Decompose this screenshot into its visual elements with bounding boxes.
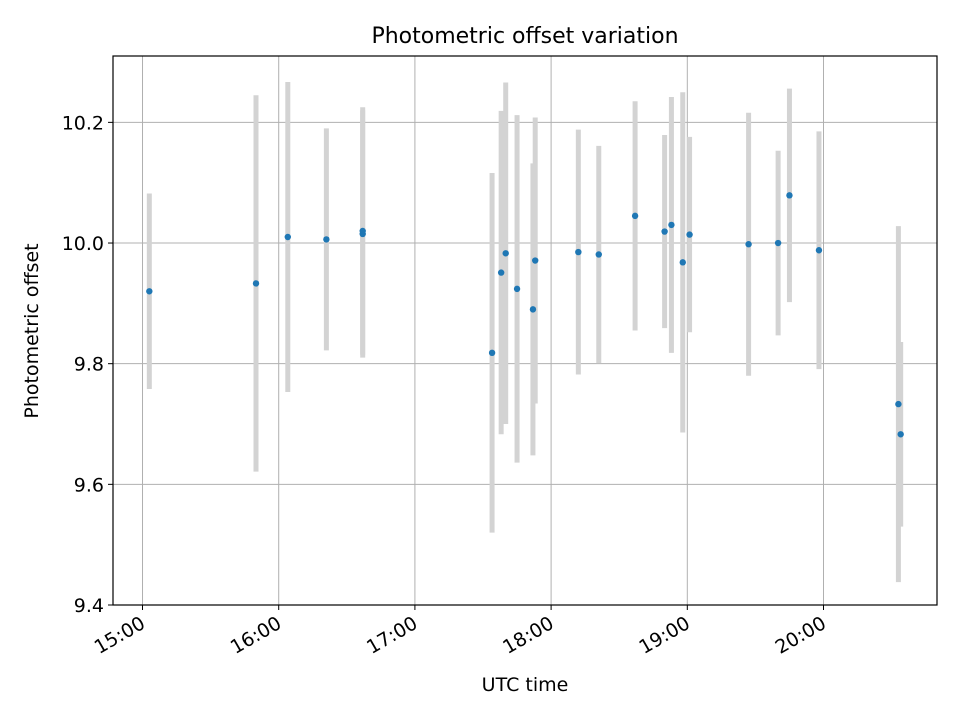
- data-point: [668, 221, 675, 229]
- y-tick-label: 9.4: [74, 595, 104, 617]
- data-point: [661, 228, 668, 235]
- data-point: [488, 349, 496, 357]
- data-point: [359, 227, 366, 235]
- x-tick-label: 19:00: [635, 612, 693, 658]
- x-axis-label: UTC time: [482, 674, 569, 696]
- data-point: [686, 231, 693, 238]
- x-tick-label: 17:00: [363, 612, 421, 658]
- grid-lines: [113, 56, 937, 606]
- data-point: [502, 250, 509, 257]
- data-point: [774, 239, 782, 247]
- data-point: [631, 212, 639, 220]
- y-tick-label: 10.2: [62, 112, 104, 134]
- y-axis-ticks: 9.4 9.6 9.8 10.0 10.2: [62, 112, 113, 617]
- data-point: [532, 257, 539, 264]
- x-tick-label: 16:00: [227, 612, 285, 658]
- data-point: [786, 192, 793, 199]
- data-point: [513, 285, 521, 293]
- data-point: [815, 247, 823, 254]
- data-point: [897, 431, 904, 438]
- data-point: [595, 251, 602, 258]
- data-point: [745, 241, 752, 248]
- data-point: [252, 280, 260, 287]
- x-tick-label: 20:00: [772, 612, 830, 658]
- data-point: [895, 400, 902, 408]
- y-tick-label: 10.0: [62, 233, 104, 255]
- data-point: [497, 269, 505, 276]
- data-point: [284, 233, 291, 241]
- x-tick-label: 15:00: [91, 612, 149, 658]
- data-point: [529, 306, 537, 313]
- y-tick-label: 9.6: [74, 474, 104, 496]
- x-axis-ticks: 15:00 16:00 17:00 18:00 19:00 20:00: [91, 605, 830, 659]
- data-points: [146, 192, 904, 438]
- data-point: [323, 236, 330, 243]
- data-point: [575, 248, 582, 256]
- x-tick-label: 18:00: [499, 612, 557, 658]
- plot-frame: [112, 55, 938, 606]
- chart-title: Photometric offset variation: [371, 24, 678, 49]
- data-point: [679, 259, 686, 266]
- y-axis-label: Photometric offset: [21, 243, 43, 418]
- error-bars: [146, 81, 904, 583]
- data-point: [146, 288, 153, 295]
- y-tick-label: 9.8: [74, 354, 104, 376]
